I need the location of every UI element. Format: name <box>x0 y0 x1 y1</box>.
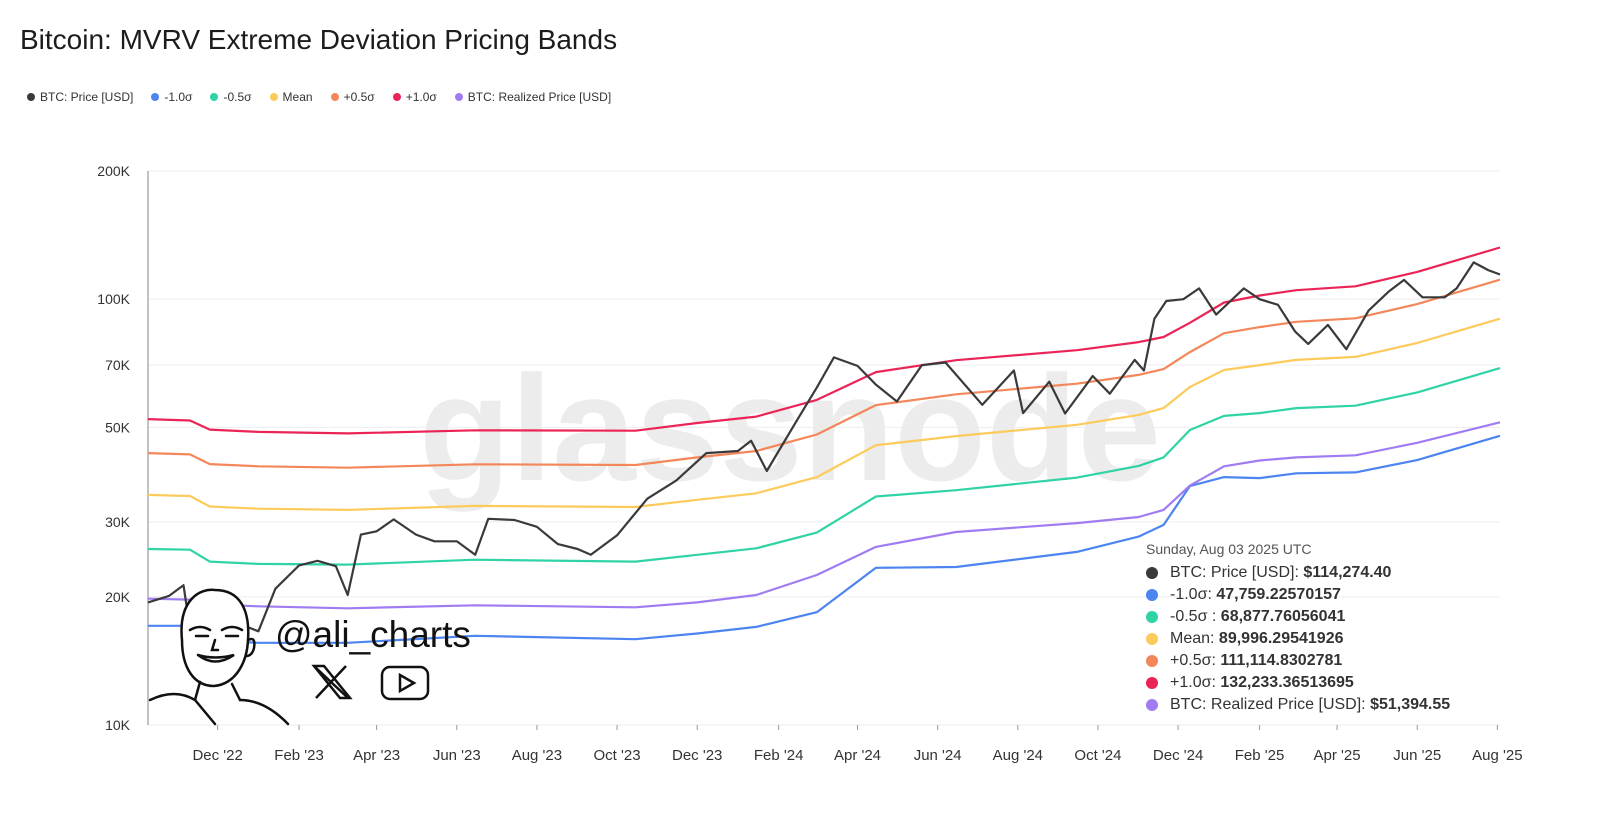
tooltip-row: BTC: Realized Price [USD]: $51,394.55 <box>1146 694 1450 716</box>
x-tick-label: Aug '23 <box>512 747 562 764</box>
y-tick-label: 100K <box>97 291 130 307</box>
legend-dot <box>210 93 219 101</box>
series-line-3 <box>147 278 1501 469</box>
x-tick-label: Feb '25 <box>1235 747 1285 764</box>
legend-label: BTC: Realized Price [USD] <box>467 90 612 104</box>
x-tick-label: Oct '23 <box>594 747 641 764</box>
legend-item-minus-half-sigma[interactable]: -0.5σ <box>210 90 252 104</box>
legend: BTC: Price [USD] -1.0σ -0.5σ Mean +0.5σ … <box>27 90 611 104</box>
series-lines <box>147 246 1501 644</box>
x-tick-label: Aug '25 <box>1472 747 1522 764</box>
tooltip-label: BTC: Realized Price [USD]: <box>1170 696 1366 713</box>
x-tick-label: Apr '24 <box>834 747 881 764</box>
tooltip-label: Mean: <box>1170 630 1215 647</box>
legend-dot <box>454 93 463 101</box>
x-tick-label: Apr '23 <box>353 747 400 764</box>
x-logo-icon <box>311 664 353 700</box>
legend-dot <box>269 93 278 101</box>
tooltip-row: -1.0σ: 47,759.22570157 <box>1146 584 1450 606</box>
y-tick-label: 30K <box>105 514 131 530</box>
tooltip-row: +0.5σ: 111,114.8302781 <box>1146 650 1450 672</box>
legend-item-minus-1-sigma[interactable]: -1.0σ <box>151 90 192 104</box>
tooltip-label: +0.5σ: <box>1170 652 1216 669</box>
tooltip-row: BTC: Price [USD]: $114,274.40 <box>1146 562 1450 584</box>
y-tick-label: 200K <box>97 163 130 179</box>
tooltip-date: Sunday, Aug 03 2025 UTC <box>1146 541 1312 557</box>
tooltip-value: 89,996.29541926 <box>1218 630 1344 647</box>
legend-label: +0.5σ <box>343 90 375 104</box>
tooltip-dot <box>1146 633 1158 645</box>
tooltip-row: Mean: 89,996.29541926 <box>1146 628 1450 650</box>
series-line-2 <box>147 317 1501 511</box>
gridlines <box>148 170 1500 726</box>
legend-dot <box>392 93 401 101</box>
tooltip: Sunday, Aug 03 2025 UTC BTC: Price [USD]… <box>1146 538 1450 716</box>
series-line-0 <box>148 434 1501 644</box>
x-tick-label: Jun '25 <box>1393 747 1441 764</box>
tooltip-dot <box>1146 611 1158 623</box>
legend-dot <box>27 93 35 101</box>
y-axis: 200K 100K 70K 50K 30K 20K 10K <box>97 163 149 733</box>
series-line-4 <box>147 246 1501 435</box>
chart-title: Bitcoin: MVRV Extreme Deviation Pricing … <box>20 24 618 55</box>
x-tick-label: Dec '24 <box>1153 747 1203 764</box>
tooltip-label: -0.5σ : <box>1170 608 1217 625</box>
x-tick-label: Jun '24 <box>914 747 962 764</box>
legend-label: -1.0σ <box>164 90 193 104</box>
tooltip-value: 68,877.76056041 <box>1220 608 1346 625</box>
avatar-portrait <box>148 588 290 726</box>
tooltip-row: -0.5σ : 68,877.76056041 <box>1146 606 1450 628</box>
tooltip-label: BTC: Price [USD]: <box>1170 564 1299 581</box>
tooltip-row: +1.0σ: 132,233.36513695 <box>1146 672 1450 694</box>
legend-item-price[interactable]: BTC: Price [USD] <box>27 90 133 104</box>
legend-label: Mean <box>282 90 313 104</box>
x-tick-label: Apr '25 <box>1314 747 1361 764</box>
tooltip-dot <box>1146 677 1158 689</box>
y-tick-label: 70K <box>105 357 131 373</box>
tooltip-value: 111,114.8302781 <box>1220 652 1343 669</box>
y-tick-label: 20K <box>105 589 131 605</box>
legend-item-plus-1-sigma[interactable]: +1.0σ <box>392 90 437 104</box>
tooltip-dot <box>1146 567 1158 579</box>
tooltip-label: -1.0σ: <box>1170 586 1212 603</box>
x-tick-label: Feb '23 <box>274 747 324 764</box>
x-tick-label: Feb '24 <box>754 747 804 764</box>
legend-item-plus-half-sigma[interactable]: +0.5σ <box>330 90 375 104</box>
tooltip-label: +1.0σ: <box>1170 674 1216 691</box>
tooltip-value: $114,274.40 <box>1303 564 1392 581</box>
x-tick-label: Dec '23 <box>672 747 722 764</box>
y-tick-label: 50K <box>105 419 131 435</box>
x-tick-label: Jun '23 <box>433 747 481 764</box>
tooltip-value: 132,233.36513695 <box>1220 674 1354 691</box>
youtube-icon <box>380 665 430 701</box>
x-axis: Dec '22 Feb '23 Apr '23 Jun '23 Aug '23 Oct '… <box>192 725 1523 764</box>
tooltip-value: $51,394.55 <box>1370 696 1451 713</box>
legend-dot <box>151 93 160 101</box>
legend-item-mean[interactable]: Mean <box>269 90 313 104</box>
tooltip-dot <box>1146 699 1158 711</box>
tooltip-dot <box>1146 655 1158 667</box>
series-line-btc-price <box>147 261 1501 642</box>
tooltip-value: 47,759.22570157 <box>1216 586 1341 603</box>
legend-dot <box>330 93 339 101</box>
series-line-5 <box>147 421 1501 610</box>
x-tick-label: Aug '24 <box>993 747 1043 764</box>
x-tick-label: Dec '22 <box>192 747 242 764</box>
legend-item-realized-price[interactable]: BTC: Realized Price [USD] <box>454 90 612 104</box>
legend-label: BTC: Price [USD] <box>40 90 134 104</box>
legend-label: +1.0σ <box>405 90 437 104</box>
author-handle: @ali_charts <box>275 614 471 655</box>
legend-label: -0.5σ <box>223 90 252 104</box>
x-tick-label: Oct '24 <box>1074 747 1121 764</box>
y-tick-label: 10K <box>105 717 131 733</box>
tooltip-dot <box>1146 589 1158 601</box>
